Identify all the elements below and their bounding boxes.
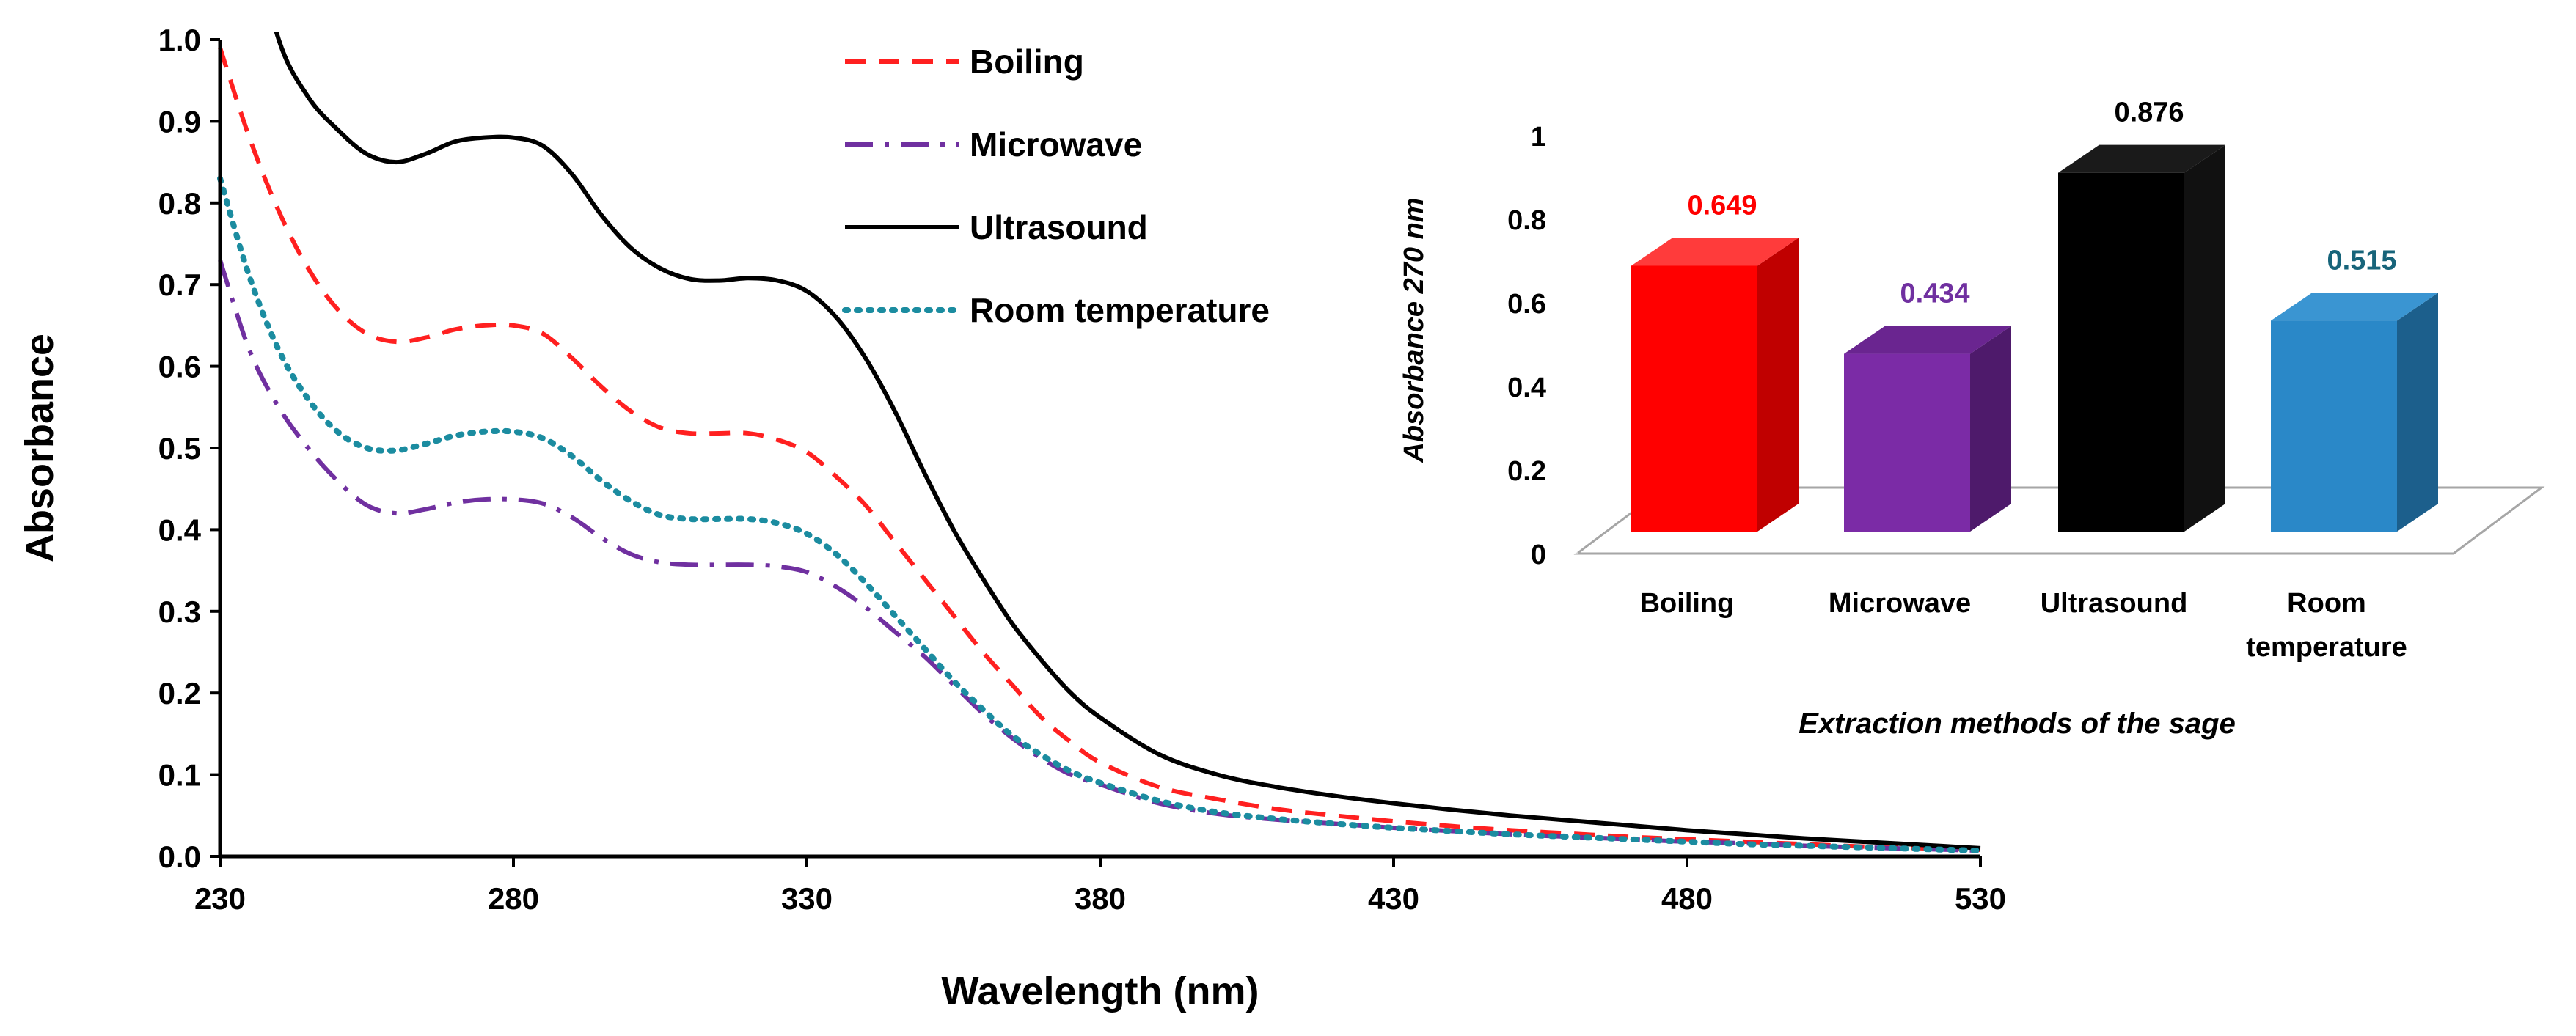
bar-chart-x-axis-label: Extraction methods of the sage [1799, 708, 2236, 740]
bar-top-face [2271, 293, 2438, 321]
bar-value-label: 0.515 [2327, 245, 2396, 276]
bar-microwave: 0.434 [1844, 279, 2011, 532]
line-chart-legend: Boiling Microwave Ultrasound Room temperatu… [842, 43, 1270, 329]
x-tick-label: 530 [1955, 881, 2006, 916]
bar-room-temperature: 0.515 [2271, 245, 2438, 532]
line-chart: 230 280 330 380 430 480 530 0.0 0.1 0.2 0.3 0.4 0.5 0… [18, 23, 2006, 1013]
series-line-ultrasound [274, 32, 1981, 851]
y-tick-label: 0.8 [158, 186, 201, 221]
series-line-room-temperature [217, 175, 1983, 854]
y-tick-label: 0.6 [158, 350, 201, 384]
y-tick-label: 0.3 [158, 595, 201, 629]
x-tick-label: 230 [194, 881, 246, 916]
x-tick-label: 380 [1075, 881, 1126, 916]
x-tick-label: 430 [1368, 881, 1419, 916]
bar-y-tick-label: 0 [1531, 540, 1546, 570]
bar-chart-y-axis-label: Absorbance 270 nm [1399, 197, 1430, 463]
line-chart-y-axis-label: Absorbance [18, 334, 62, 562]
y-tick-label: 0.1 [158, 758, 201, 793]
bar-value-label: 0.649 [1687, 190, 1757, 221]
line-chart-x-axis-label: Wavelength (nm) [941, 969, 1259, 1013]
bar-y-tick-label: 0.2 [1507, 456, 1546, 487]
bar-category-label: Ultrasound [2041, 588, 2188, 619]
series-line-boiling [218, 47, 1981, 853]
bar-top-face [2058, 144, 2225, 173]
x-tick-label: 330 [781, 881, 833, 916]
bar-front-face [1844, 353, 1970, 532]
y-tick-label: 0.9 [158, 104, 201, 139]
bar-top-face [1631, 238, 1799, 266]
bar-chart-axes: 0 0.2 0.4 0.6 0.8 1 [1507, 122, 1578, 570]
y-tick-label: 0.7 [158, 268, 201, 302]
bar-side-face [2184, 144, 2225, 532]
bar-y-tick-label: 0.4 [1507, 372, 1546, 403]
x-tick-label: 480 [1661, 881, 1713, 916]
y-tick-label: 0.0 [158, 840, 201, 874]
bar-front-face [1631, 265, 1757, 532]
bar-y-tick-label: 1 [1531, 122, 1546, 153]
legend-label-boiling: Boiling [970, 43, 1084, 81]
bar-category-label: Microwave [1829, 588, 1971, 619]
bar-y-tick-label: 0.8 [1507, 205, 1546, 236]
bar-boiling: 0.649 [1631, 190, 1799, 532]
legend-label-room-temperature: Room temperature [970, 291, 1270, 329]
bar-front-face [2271, 320, 2397, 532]
y-tick-label: 0.5 [158, 431, 201, 466]
y-tick-label: 0.2 [158, 676, 201, 710]
bar-side-face [2397, 293, 2438, 532]
bar-chart-bars: 0.649 Boiling 0.434 Microwave 0.876 Ultrasoun… [1631, 98, 2438, 663]
bar-ultrasound: 0.876 [2058, 98, 2225, 532]
bar-value-label: 0.434 [1900, 279, 1969, 309]
y-tick-label: 1.0 [158, 23, 201, 57]
bar-front-face [2058, 172, 2184, 532]
line-series-group [217, 32, 1983, 854]
bar-y-tick-label: 0.6 [1507, 289, 1546, 320]
bar-side-face [1757, 238, 1799, 532]
bar-value-label: 0.876 [2114, 98, 2184, 128]
bar-chart-inset: 0 0.2 0.4 0.6 0.8 1 0.649 Boiling 0.434 Microwav… [1399, 98, 2545, 740]
bar-top-face [1844, 326, 2011, 354]
bar-category-label: temperature [2246, 632, 2407, 663]
y-tick-label: 0.4 [158, 513, 202, 547]
line-chart-axes: 230 280 330 380 430 480 530 0.0 0.1 0.2 0.3 0.4 0.5 0… [158, 23, 2006, 916]
legend-label-ultrasound: Ultrasound [970, 208, 1148, 246]
bar-category-label: Room [2287, 588, 2366, 619]
bar-side-face [1970, 326, 2011, 532]
x-tick-label: 280 [488, 881, 539, 916]
bar-category-label: Boiling [1640, 588, 1735, 619]
legend-label-microwave: Microwave [970, 125, 1142, 164]
